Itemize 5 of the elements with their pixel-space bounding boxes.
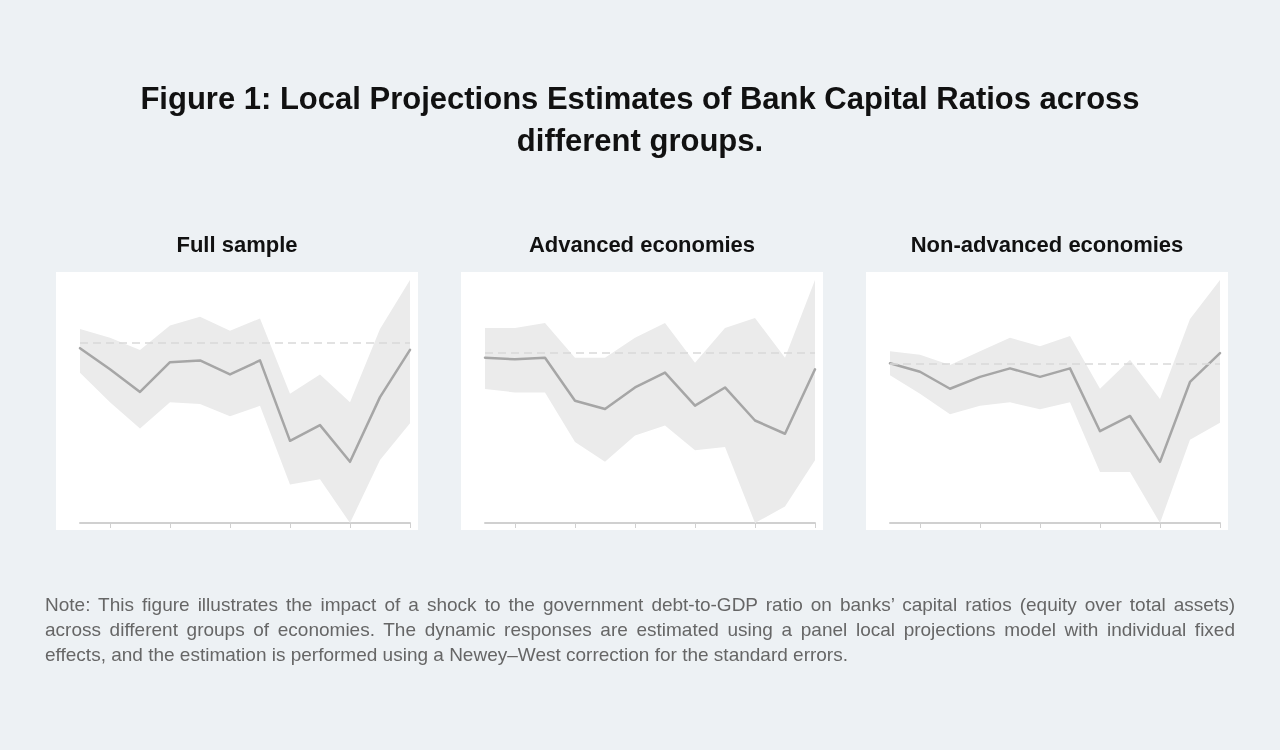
text: Figure 1: Local Projections Estimates of Bank Capital Ratios across different groups.	[140, 80, 1140, 160]
chart-title: Full sample	[176, 231, 298, 257]
text: Note: This figure illustrates the impact of a shock to the government debt-to-GDP ratio on banks’ capital ratios (equity over total assets) across different groups of economies. The dynamic responses are estimated using a panel local projections model with individual fixed effects, and the estimation is performed using a Newey–West correction for the standard errors.	[45, 593, 1235, 667]
chart-title: Advanced economies	[528, 231, 756, 257]
chart-title: Non-advanced economies	[910, 231, 1184, 257]
